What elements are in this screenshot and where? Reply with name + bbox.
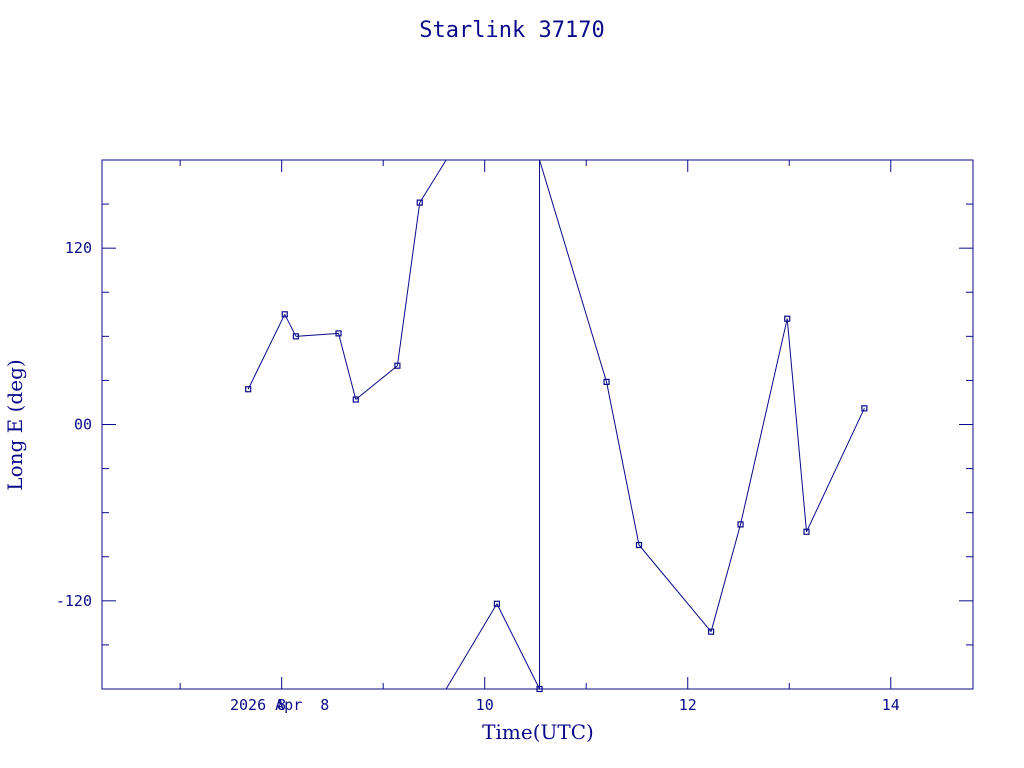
series-points bbox=[245, 199, 868, 693]
axis-tick-labels: 8 10 12 14 -120 00 120 bbox=[56, 239, 900, 714]
series-lines bbox=[247, 159, 865, 690]
y-axis-label: Long E (deg) bbox=[3, 359, 27, 490]
data-point bbox=[536, 685, 543, 693]
series-segment bbox=[445, 603, 498, 690]
y-tick-label: 120 bbox=[65, 239, 92, 257]
series-segment bbox=[786, 318, 808, 532]
series-segment bbox=[284, 314, 297, 337]
y-tick-label: -120 bbox=[56, 592, 92, 610]
series-segment bbox=[338, 333, 357, 400]
x-tick-label: 10 bbox=[476, 696, 494, 714]
series-segment bbox=[419, 159, 447, 203]
y-tick-label: 00 bbox=[74, 416, 92, 434]
series-segment bbox=[710, 524, 742, 632]
x-axis-label: Time(UTC) bbox=[482, 720, 594, 744]
series-segment bbox=[496, 603, 540, 690]
series-segment bbox=[806, 408, 865, 532]
data-point bbox=[707, 628, 715, 635]
data-point bbox=[803, 528, 810, 535]
data-point bbox=[281, 311, 288, 318]
series-segment bbox=[539, 159, 608, 383]
data-point bbox=[493, 600, 500, 607]
data-point bbox=[737, 521, 744, 528]
data-point bbox=[335, 330, 342, 337]
chart-title: Starlink 37170 bbox=[419, 18, 604, 43]
plot-frame bbox=[101, 159, 974, 690]
data-point bbox=[352, 396, 359, 403]
series-segment bbox=[355, 365, 398, 400]
data-point bbox=[635, 541, 643, 549]
data-point bbox=[245, 386, 252, 393]
data-point bbox=[416, 199, 423, 206]
x-tick-label: 14 bbox=[882, 696, 900, 714]
axis-ticks bbox=[102, 160, 973, 689]
data-point bbox=[292, 333, 299, 340]
data-point bbox=[394, 362, 401, 369]
data-point bbox=[603, 378, 610, 385]
series-segment bbox=[247, 314, 286, 390]
series-segment bbox=[606, 381, 640, 546]
series-segment bbox=[740, 318, 788, 525]
series-segment bbox=[295, 332, 339, 337]
x-tick-label: 12 bbox=[679, 696, 697, 714]
data-point bbox=[784, 315, 791, 322]
series-segment bbox=[396, 202, 421, 366]
x-tick-label: 8 bbox=[277, 696, 286, 714]
x-date-label: 2026 Apr 8 bbox=[230, 696, 329, 714]
series-segment bbox=[638, 544, 712, 633]
data-point bbox=[861, 405, 868, 412]
